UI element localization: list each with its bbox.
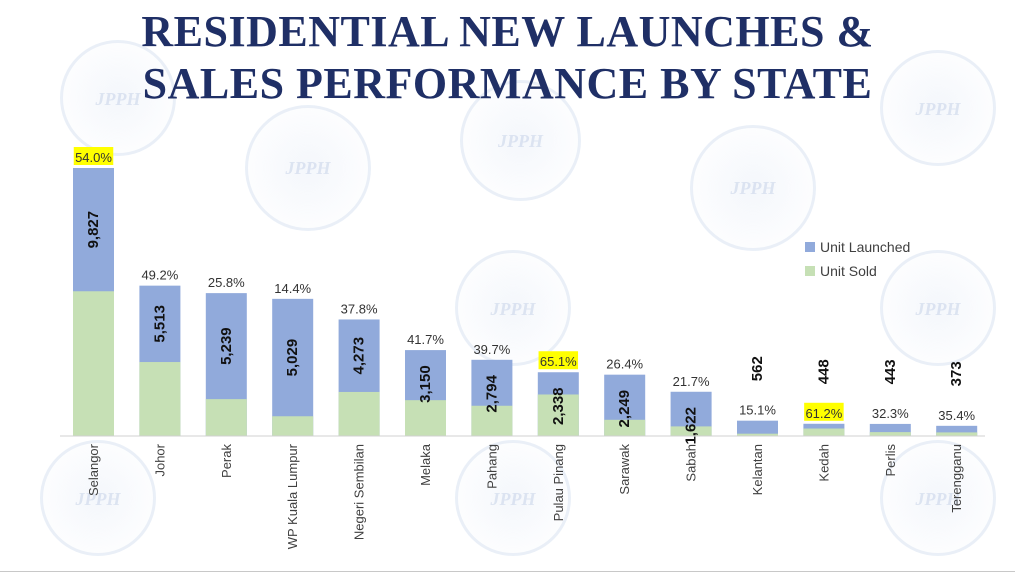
watermark-logo: JPPH [245,105,371,231]
percent-label: 35.4% [938,408,975,423]
page-title: RESIDENTIAL NEW LAUNCHES & SALES PERFORM… [0,6,1015,110]
bar-unit-sold [604,419,646,436]
bar-unit-sold [670,426,712,436]
watermark-logo: JPPH [880,440,996,556]
bar-unit-sold [73,291,114,436]
bar-unit-launched [272,298,314,436]
category-label: Sabah [684,444,699,482]
title-line-1: RESIDENTIAL NEW LAUNCHES & [141,7,874,56]
category-label: Pulau Pinang [551,444,566,521]
percent-label: 65.1% [540,354,577,369]
category-label: Perlis [883,444,898,477]
percent-highlight [538,351,579,370]
category-label: Perak [219,444,234,478]
value-label: 448 [815,359,832,384]
percent-label: 54.0% [75,150,112,165]
title-line-2: SALES PERFORMANCE BY STATE [142,59,873,108]
percent-label: 49.2% [141,268,178,283]
category-label: Terengganu [949,444,964,513]
value-label: 562 [749,356,766,381]
category-label: WP Kuala Lumpur [285,443,300,549]
bars-layer [73,168,978,436]
value-label: 3,150 [417,365,434,403]
value-label: 9,827 [85,211,102,249]
labels-layer: 9,827 54.0% Selangor 5,513 49.2% Johor 5,239 25… [73,147,976,549]
bar-unit-launched [936,425,978,436]
bar-unit-sold [869,432,911,436]
watermark-logo: JPPH [455,250,571,366]
legend-label-sold: Unit Sold [820,263,877,279]
watermark-logo: JPPH [460,80,581,201]
value-label: 5,029 [284,339,301,377]
value-label: 2,338 [550,387,567,425]
percent-label: 14.4% [274,281,311,296]
value-label: 443 [882,359,899,384]
category-label: Selangor [86,443,101,496]
percent-label: 61.2% [805,406,842,421]
category-label: Kedah [816,444,831,482]
legend-label-launched: Unit Launched [820,239,910,255]
percent-label: 25.8% [208,275,245,290]
legend: Unit Launched Unit Sold [805,239,910,279]
category-label: Melaka [418,443,433,486]
bar-unit-launched [737,420,778,436]
percent-highlight [804,402,844,421]
percent-highlight [73,147,114,165]
value-label: 2,794 [483,374,500,412]
category-label: Kelantan [750,444,765,495]
watermark-logo: JPPH [690,125,816,251]
bar-unit-sold [471,405,513,436]
category-label: Pahang [484,444,499,489]
value-label: 5,513 [151,305,168,343]
watermark-logo: JPPH [40,440,156,556]
legend-swatch-sold [805,266,815,276]
category-label: Sarawak [617,444,632,495]
value-label: 373 [948,361,965,386]
bar-unit-sold [272,416,314,436]
value-label: 5,239 [218,327,235,365]
percent-label: 32.3% [872,406,909,421]
bar-unit-sold [205,399,247,436]
value-label: 2,249 [616,390,633,428]
watermark-logo: JPPH [880,50,996,166]
bar-unit-sold [537,394,579,436]
bar-unit-sold [936,432,978,436]
value-label: 4,273 [351,337,368,375]
watermark-logo: JPPH [455,440,571,556]
legend-swatch-launched [805,242,815,252]
category-label: Negeri Sembilan [352,444,367,540]
watermark-logo: JPPH [880,250,996,366]
percent-label: 26.4% [606,357,643,372]
bar-unit-sold [405,400,446,436]
value-label: 1,622 [683,407,700,445]
category-label: Johor [152,443,167,476]
percent-label: 39.7% [473,342,510,357]
bar-unit-sold [139,362,181,436]
percent-label: 37.8% [341,301,378,316]
percent-label: 21.7% [673,374,710,389]
watermark-logo: JPPH [60,40,176,156]
divider [0,571,1015,572]
percent-label: 15.1% [739,403,776,418]
percent-label: 41.7% [407,332,444,347]
bar-unit-sold [803,428,845,436]
bar-unit-sold [338,391,380,436]
bar-unit-sold [737,433,778,436]
